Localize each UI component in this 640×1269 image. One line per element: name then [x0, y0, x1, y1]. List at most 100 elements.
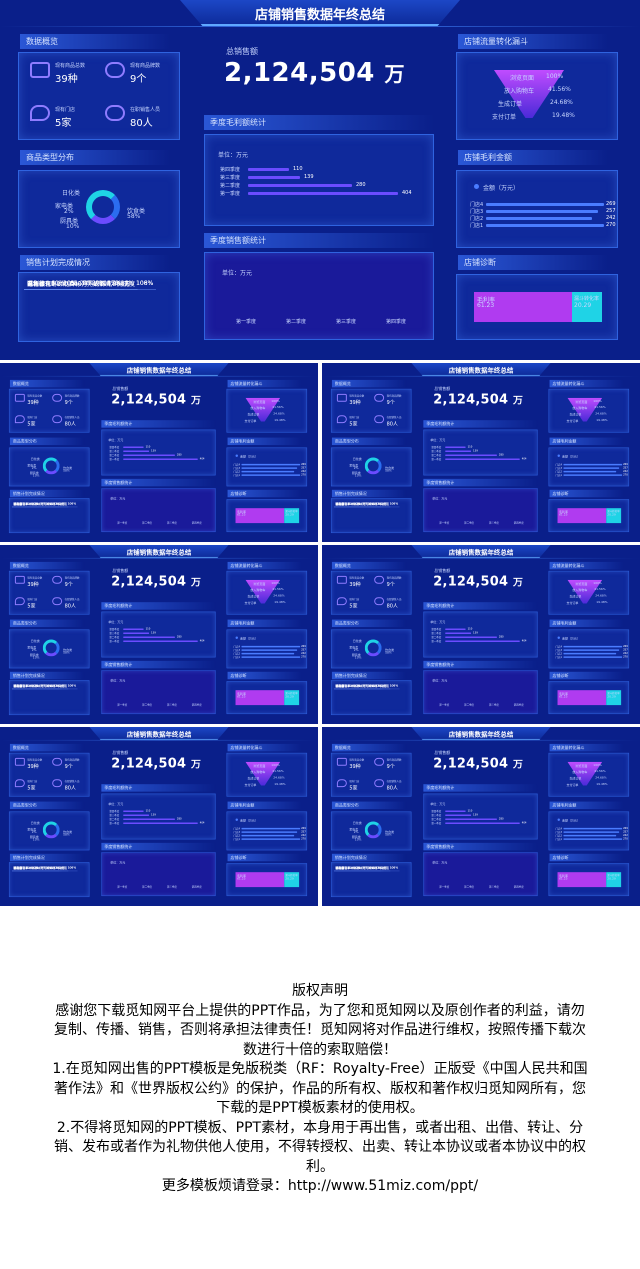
profit-bar [445, 636, 497, 638]
table-cell: 8.73% [39, 865, 52, 872]
kpi-label: 现有商品总数 [27, 576, 43, 580]
store-profit-chart: 门店4 269 门店3 257 门店2 242 门店1 270 [0, 545, 318, 724]
copyright-link[interactable]: 更多模板烦请登录：http://www.51miz.com/ppt/ [161, 1178, 479, 1194]
profit-bar [248, 192, 398, 195]
chart-line-icon [336, 575, 347, 584]
x-tick-label: 第二季度 [142, 885, 153, 889]
plan-label: 销售计划完成情况 [331, 853, 407, 862]
total-sales-number: 2,124,504 [111, 755, 187, 771]
bar-value: 242 [301, 651, 306, 655]
x-tick-label: 第三季度 [488, 885, 499, 889]
quarter-sales-axis: 第一季度 第二季度 第三季度 第四季度 [322, 727, 640, 906]
bar-value: 139 [473, 449, 478, 453]
diagnosis-name: 毛利率 [559, 874, 568, 879]
dashboard-slide-thumbnail[interactable]: 店铺销售数据年终总结 数据概览 现有商品总数 39种 现有商品牌数 9个 现有门… [0, 727, 318, 906]
diagnosis-name: 毛利率 [237, 874, 246, 879]
dashboard-slide-thumbnail[interactable]: 店铺销售数据年终总结 数据概览 现有商品总数 39种 现有商品牌数 9个 现有门… [0, 545, 318, 724]
bar-label: 门店4 [233, 463, 241, 467]
quarter-profit-label: 季度毛利额统计 [101, 784, 216, 792]
x-tick-label: 第四季度 [386, 319, 407, 325]
store-profit-chart: 门店4 269 门店3 257 门店2 242 门店1 270 [0, 0, 640, 360]
kpi-value: 5家 [27, 785, 36, 792]
total-sales-value: 2,124,504 万 [433, 574, 523, 589]
dashboard-slide-thumbnail[interactable]: 店铺销售数据年终总结 数据概览 现有商品总数 39种 现有商品牌数 9个 现有门… [322, 727, 640, 906]
funnel-step-name: 放入购物车 [572, 770, 588, 775]
dashboard-slide-thumbnail[interactable]: 店铺销售数据年终总结 数据概览 现有商品总数 39种 现有商品牌数 9个 现有门… [322, 545, 640, 724]
funnel-steps: 浏览页面 100% 放入购物车 41.56% 生成订单 24.68% 支付订单 19.48% [0, 0, 640, 360]
kpi-value: 80人 [64, 785, 76, 792]
quarter-profit-chart: 第四季度 110 第三季度 139 第二季度 280 第一季度 404 [322, 363, 640, 542]
store-bar [563, 827, 623, 830]
dashboard-slide-thumbnail[interactable]: 店铺销售数据年终总结 数据概览 现有商品总数 39种 现有商品牌数 9个 现有门… [322, 363, 640, 542]
plan-label: 销售计划完成情况 [9, 671, 85, 680]
quarter-profit-label: 季度毛利额统计 [204, 115, 434, 130]
dashboard-title: 店铺销售数据年终总结 [126, 730, 192, 739]
store-profit-legend: 金额（万元） [561, 636, 580, 641]
database-icon [52, 575, 63, 584]
profit-bar [445, 450, 472, 453]
profit-bar [445, 818, 497, 820]
category-name: 日化类 [30, 639, 40, 643]
diagnosis-value: 61.23 [237, 695, 246, 699]
store-profit-panel [226, 447, 308, 487]
people-icon [374, 779, 385, 788]
store-bar [563, 649, 620, 651]
people-icon [52, 779, 63, 788]
diagnosis-cell-profit: 毛利率 61.23 [474, 292, 572, 322]
store-bar [241, 834, 295, 837]
category-label: 商品类型分布 [331, 801, 407, 810]
store-profit-label: 店铺毛利金额 [549, 437, 625, 446]
quarter-profit-label: 季度毛利额统计 [423, 602, 538, 610]
quarter-profit-unit: 单位：万元 [108, 620, 124, 625]
kpi-value: 80人 [64, 603, 76, 610]
kpi-value: 80人 [64, 421, 76, 428]
store-bar [563, 474, 623, 476]
category-value: 10% [354, 473, 362, 478]
store-profit-legend: 金额（万元） [239, 454, 258, 459]
category-name: 厨具类 [29, 471, 39, 475]
category-name: 饮食类 [385, 830, 395, 834]
bar-label: 第二季度 [220, 183, 241, 189]
kpi-label: 现有商品牌数 [386, 758, 402, 762]
store-profit-legend: 金额（万元） [483, 185, 520, 192]
bar-value: 110 [293, 166, 303, 172]
quarter-sales-unit: 单位：万元 [432, 497, 448, 501]
table-cell: 87% [104, 278, 124, 290]
kpi-value: 9个 [64, 763, 73, 770]
profit-bar [123, 810, 144, 813]
copyright-notice: 版权声明 感谢您下载觅知网平台上提供的PPT作品，为了您和觅知网以及原创作者的利… [50, 982, 590, 1197]
quarter-profit-panel [101, 429, 216, 476]
diagnosis-name: 漏斗转化率 [607, 692, 620, 696]
table-cell: 10% [351, 865, 362, 872]
bar-label: 第三季度 [431, 814, 442, 817]
people-icon [52, 597, 63, 606]
quarter-sales-label: 季度销售额统计 [423, 660, 538, 669]
store-bar [563, 838, 623, 840]
x-tick-label: 第三季度 [166, 885, 177, 889]
kpi-label: 在职销售人员 [386, 598, 402, 602]
category-name: 家电类 [349, 645, 359, 650]
quarter-profit-panel [101, 793, 216, 840]
bar-value: 242 [301, 833, 306, 837]
bar-label: 门店3 [233, 466, 241, 470]
overview-label: 数据概览 [20, 34, 170, 49]
bar-value: 139 [151, 813, 156, 817]
database-icon [52, 393, 63, 402]
funnel-step-value: 24.68% [550, 99, 573, 106]
bar-value: 270 [623, 473, 628, 477]
x-tick-label: 第四季度 [513, 703, 524, 707]
funnel-step-value: 100% [593, 399, 602, 403]
dashboard-slide-thumbnail[interactable]: 店铺销售数据年终总结 数据概览 现有商品总数 39种 现有商品牌数 9个 现有门… [0, 363, 318, 542]
category-label: 商品类型分布 [331, 437, 407, 446]
quarter-sales-axis: 第一季度 第二季度 第三季度 第四季度 [0, 0, 640, 360]
total-sales-label: 总销售额 [112, 386, 129, 391]
dashboard-title: 店铺销售数据年终总结 [126, 366, 192, 375]
category-name: 日化类 [30, 457, 40, 461]
store-profit-label: 店铺毛利金额 [458, 150, 608, 165]
quarter-profit-chart: 第四季度 110 第三季度 139 第二季度 280 第一季度 404 [322, 545, 640, 724]
bar-value: 404 [521, 639, 527, 643]
bar-label: 第二季度 [109, 453, 120, 457]
diagnosis-label: 店铺诊断 [227, 489, 303, 498]
profit-bar [123, 636, 175, 638]
diagnosis-value: 20.29 [285, 695, 294, 699]
